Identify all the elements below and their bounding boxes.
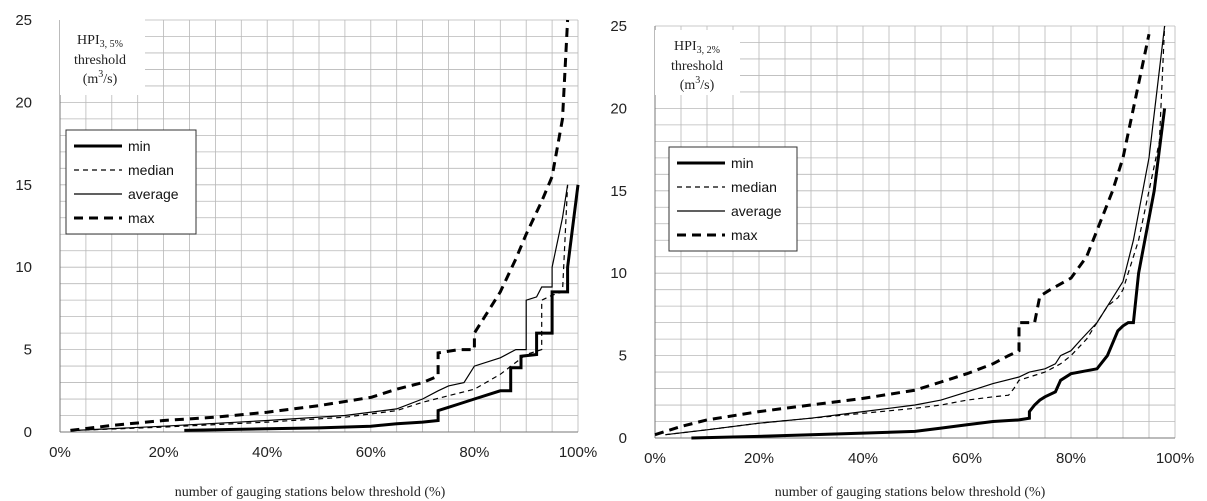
left-legend-label-max: max — [128, 210, 154, 226]
left-series-median — [75, 184, 569, 431]
right-y-tick-label: 20 — [610, 100, 627, 117]
left-chart-ylabel-main: HPI3, 5% — [77, 33, 123, 50]
right-x-tick-label: 60% — [952, 450, 982, 467]
left-x-tick-label: 80% — [459, 444, 489, 461]
right-chart-y-ticks: 0 5 10 15 20 25 — [610, 18, 627, 447]
right-x-tick-label: 0% — [644, 450, 666, 467]
left-y-tick-label: 25 — [15, 12, 32, 29]
left-legend-label-min: min — [128, 138, 151, 154]
right-series-median — [665, 25, 1166, 436]
right-chart-y-axis-label: HPI3, 2% threshold (m3/s) — [655, 30, 740, 95]
right-x-tick-label: 20% — [744, 450, 774, 467]
right-chart-x-ticks: 0% 20% 40% 60% 80% 100% — [644, 450, 1194, 467]
right-series-max — [654, 33, 1151, 437]
right-legend-label-average: average — [731, 203, 782, 219]
right-chart-ylabel-unit: (m3/s) — [680, 75, 715, 93]
right-x-tick-label: 100% — [1156, 450, 1194, 467]
right-legend-label-max: max — [731, 227, 757, 243]
right-series-average — [665, 25, 1166, 436]
right-y-tick-label: 10 — [610, 265, 627, 282]
right-legend-label-min: min — [731, 155, 754, 171]
right-y-tick-label: 5 — [619, 348, 627, 365]
right-chart-series — [654, 25, 1167, 440]
left-series-max — [70, 19, 570, 432]
left-chart-ylabel-unit: (m3/s) — [83, 69, 118, 87]
left-chart-legend: min median average max — [65, 129, 197, 235]
right-chart: 0 5 10 15 20 25 0% 20% 40% 60% 80% 100% HPI3, 2% t… — [610, 18, 1194, 500]
left-chart-grid — [59, 19, 579, 433]
right-x-tick-label: 40% — [848, 450, 878, 467]
left-chart-ylabel-line2: threshold — [74, 53, 126, 68]
left-y-tick-label: 0 — [24, 424, 32, 441]
left-y-tick-label: 15 — [15, 177, 32, 194]
right-y-tick-label: 0 — [619, 430, 627, 447]
left-chart-series — [70, 19, 580, 432]
left-chart-y-ticks: 0 5 10 15 20 25 — [15, 12, 32, 441]
right-x-tick-label: 80% — [1056, 450, 1086, 467]
left-x-tick-label: 100% — [559, 444, 597, 461]
left-x-tick-label: 20% — [149, 444, 179, 461]
right-series-min — [691, 108, 1167, 440]
left-series-average — [75, 184, 569, 431]
left-chart-xlabel: number of gauging stations below thresho… — [175, 485, 446, 500]
left-chart-y-axis-label: HPI3, 5% threshold (m3/s) — [60, 5, 145, 95]
left-chart: 0 5 10 15 20 25 0% 20% 40% 60% 80% 100% HPI3, 5% t… — [15, 5, 597, 500]
left-y-tick-label: 10 — [15, 259, 32, 276]
left-legend-label-median: median — [128, 162, 174, 178]
left-legend-label-average: average — [128, 186, 179, 202]
right-chart-legend: min median average max — [668, 146, 798, 252]
right-legend-label-median: median — [731, 179, 777, 195]
left-x-tick-label: 40% — [252, 444, 282, 461]
left-y-tick-label: 5 — [24, 342, 32, 359]
right-y-tick-label: 15 — [610, 183, 627, 200]
left-series-min — [184, 184, 580, 432]
left-x-tick-label: 0% — [49, 444, 71, 461]
left-y-tick-label: 20 — [15, 94, 32, 111]
right-chart-ylabel-main: HPI3, 2% — [674, 39, 720, 56]
left-x-tick-label: 60% — [356, 444, 386, 461]
left-chart-x-ticks: 0% 20% 40% 60% 80% 100% — [49, 444, 597, 461]
right-chart-ylabel-line2: threshold — [671, 59, 723, 74]
right-y-tick-label: 25 — [610, 18, 627, 35]
right-chart-xlabel: number of gauging stations below thresho… — [775, 485, 1046, 500]
